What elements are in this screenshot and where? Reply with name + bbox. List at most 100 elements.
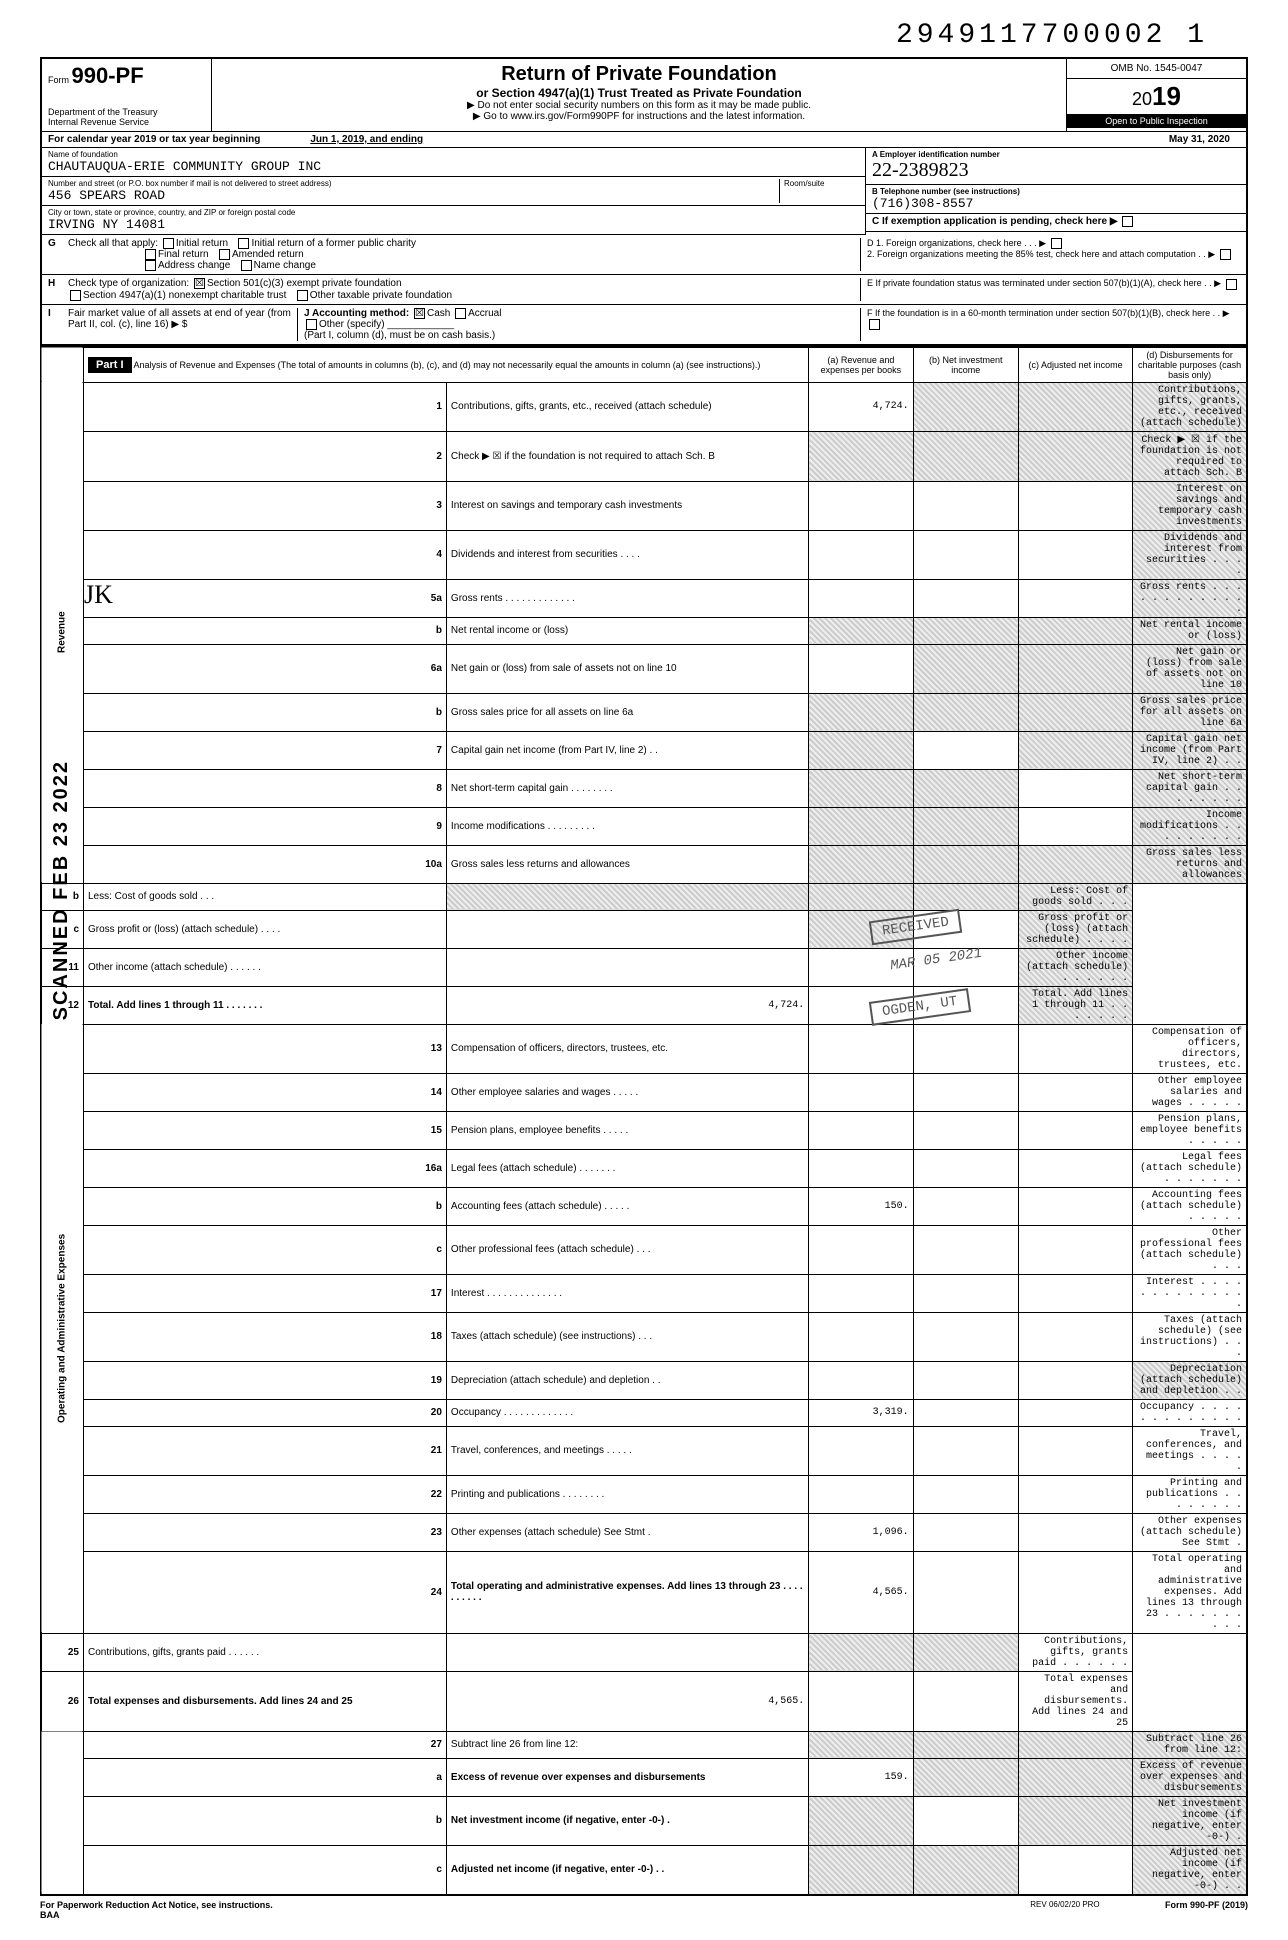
value-cell-c [1019, 617, 1133, 644]
part1-label: Part I [88, 357, 132, 373]
4947a1-checkbox[interactable] [70, 290, 81, 301]
accrual-method-checkbox[interactable] [455, 308, 466, 319]
value-cell-a [809, 530, 913, 579]
table-row: cOther professional fees (attach schedul… [41, 1225, 1247, 1274]
line-description: Compensation of officers, directors, tru… [446, 1024, 808, 1073]
form-number: 990-PF [72, 63, 144, 88]
501c3-checkbox[interactable]: ☒ [194, 278, 205, 289]
line-number: a [84, 1758, 447, 1796]
value-cell-d: Net rental income or (loss) [1133, 617, 1247, 644]
line-description: Gross profit or (loss) (attach schedule)… [84, 910, 447, 948]
foreign-org-checkbox[interactable] [1051, 238, 1062, 249]
value-cell-d: Occupancy . . . . . . . . . . . . . [1133, 1399, 1247, 1426]
value-cell-c [1019, 1111, 1133, 1149]
table-row: cAdjusted net income (if negative, enter… [41, 1845, 1247, 1895]
line-description: Interest . . . . . . . . . . . . . . [446, 1274, 808, 1312]
value-cell-c [1019, 382, 1133, 431]
60month-checkbox[interactable] [869, 319, 880, 330]
status-terminated-checkbox[interactable] [1226, 279, 1237, 290]
city-cell: City or town, state or province, country… [42, 206, 865, 235]
value-cell-c [1019, 1758, 1133, 1796]
row-i: I Fair market value of all assets at end… [40, 305, 1248, 346]
value-cell-c [913, 1633, 1018, 1671]
part1-desc: Analysis of Revenue and Expenses (The to… [134, 360, 761, 370]
value-cell-a [809, 431, 913, 481]
value-cell-c [1019, 1361, 1133, 1399]
value-cell-d: Legal fees (attach schedule) . . . . . .… [1133, 1149, 1247, 1187]
value-cell-a: 4,565. [809, 1551, 913, 1633]
value-cell-d: Less: Cost of goods sold . . . [1019, 883, 1133, 910]
table-row: bNet investment income (if negative, ent… [41, 1796, 1247, 1845]
table-row: 27Subtract line 26 from line 12:Subtract… [41, 1731, 1247, 1758]
foundation-info-block: Name of foundation CHAUTAUQUA-ERIE COMMU… [40, 148, 1248, 235]
value-cell-a: 3,319. [809, 1399, 913, 1426]
rev-date: REV 06/02/20 PRO [965, 1900, 1165, 1920]
value-cell-d: Interest on savings and temporary cash i… [1133, 481, 1247, 530]
form-prefix: Form [48, 75, 69, 85]
value-cell-c [1019, 481, 1133, 530]
value-cell-d: Capital gain net income (from Part IV, l… [1133, 731, 1247, 769]
value-cell-b [913, 807, 1018, 845]
line-description: Gross sales less returns and allowances [446, 845, 808, 883]
col-a-header: (a) Revenue and expenses per books [809, 347, 913, 383]
value-cell-d: Total operating and administrative expen… [1133, 1551, 1247, 1633]
line-number: 16a [84, 1149, 447, 1187]
irs-label: Internal Revenue Service [48, 117, 205, 127]
amended-return-checkbox[interactable] [219, 249, 230, 260]
value-cell-c [1019, 769, 1133, 807]
form-id-block: Form 990-PF Department of the Treasury I… [42, 59, 212, 131]
table-row: 21Travel, conferences, and meetings . . … [41, 1426, 1247, 1475]
value-cell-d: Dividends and interest from securities .… [1133, 530, 1247, 579]
exemption-pending-cell: C If exemption application is pending, c… [866, 214, 1246, 232]
line-description: Other professional fees (attach schedule… [446, 1225, 808, 1274]
value-cell-d: Total. Add lines 1 through 11 . . . . . … [1019, 986, 1133, 1024]
value-cell-b [913, 1731, 1018, 1758]
value-cell-b [809, 1633, 913, 1671]
line-number: b [84, 693, 447, 731]
line-description: Other employee salaries and wages . . . … [446, 1073, 808, 1111]
address-change-checkbox[interactable] [145, 260, 156, 271]
final-return-checkbox[interactable] [145, 249, 156, 260]
table-row: bLess: Cost of goods sold . . .Less: Cos… [41, 883, 1247, 910]
value-cell-a [446, 883, 808, 910]
cash-basis-note: (Part I, column (d), must be on cash bas… [304, 330, 495, 341]
value-cell-b [913, 1399, 1018, 1426]
value-cell-c [1019, 845, 1133, 883]
table-row: Revenue1Contributions, gifts, grants, et… [41, 382, 1247, 431]
value-cell-a [809, 1731, 913, 1758]
line-number: b [84, 1187, 447, 1225]
row-h: H Check type of organization: ☒Section 5… [40, 275, 1248, 304]
value-cell-a [809, 644, 913, 693]
exemption-pending-checkbox[interactable] [1122, 216, 1133, 227]
value-cell-d: Other professional fees (attach schedule… [1133, 1225, 1247, 1274]
other-taxable-checkbox[interactable] [297, 290, 308, 301]
foreign-85-checkbox[interactable] [1220, 249, 1231, 260]
value-cell-a [809, 579, 913, 617]
line-number: 13 [84, 1024, 447, 1073]
name-change-checkbox[interactable] [241, 260, 252, 271]
public-inspection-label: Open to Public Inspection [1067, 114, 1246, 128]
other-method-checkbox[interactable] [306, 319, 317, 330]
line-description: Subtract line 26 from line 12: [446, 1731, 808, 1758]
value-cell-b [913, 1361, 1018, 1399]
initial-return-checkbox[interactable] [163, 238, 174, 249]
initial-former-checkbox[interactable] [238, 238, 249, 249]
value-cell-a [446, 948, 808, 986]
line-description: Contributions, gifts, grants paid . . . … [84, 1633, 447, 1671]
line-description: Contributions, gifts, grants, etc., rece… [446, 382, 808, 431]
value-cell-d: Subtract line 26 from line 12: [1133, 1731, 1247, 1758]
value-cell-b [913, 1274, 1018, 1312]
line-description: Interest on savings and temporary cash i… [446, 481, 808, 530]
row-e: E If private foundation status was termi… [860, 278, 1240, 300]
summary-side-label [41, 1731, 84, 1895]
expenses-side-label: Operating and Administrative Expenses [41, 1024, 84, 1633]
line-description: Depreciation (attach schedule) and deple… [446, 1361, 808, 1399]
table-row: Operating and Administrative Expenses13C… [41, 1024, 1247, 1073]
value-cell-d: Depreciation (attach schedule) and deple… [1133, 1361, 1247, 1399]
table-row: 4Dividends and interest from securities … [41, 530, 1247, 579]
cash-method-checkbox[interactable]: ☒ [414, 308, 425, 319]
form-title-block: Return of Private Foundation or Section … [212, 59, 1066, 131]
line-description: Check ▶ ☒ if the foundation is not requi… [446, 431, 808, 481]
line-number: 14 [84, 1073, 447, 1111]
line-number: 27 [84, 1731, 447, 1758]
